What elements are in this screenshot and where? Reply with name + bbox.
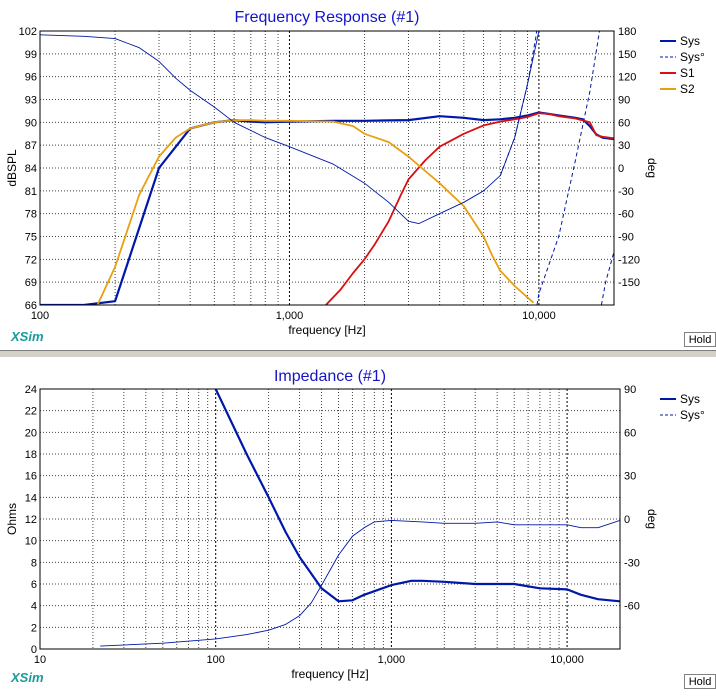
legend-label: Sys	[680, 34, 700, 48]
plot-area	[40, 31, 614, 305]
y-tick-label: 20	[25, 427, 37, 439]
y2-tick-label: 60	[624, 427, 636, 439]
panel-splitter[interactable]	[0, 350, 716, 358]
y-tick-label: 16	[25, 471, 37, 483]
y-tick-label: 96	[25, 72, 37, 84]
impedance-panel: 0 2 4 6 8 10 12 14 16 18 20 22 24 -60 -30 0 30 60 90 10 100 1…	[0, 358, 716, 696]
y-tick-label: 12	[25, 514, 37, 526]
x-tick-label: 10,000	[550, 654, 584, 666]
legend-label: Sys°	[680, 408, 705, 422]
series-line-phase-4	[40, 31, 540, 225]
y-tick-label: 84	[25, 163, 37, 175]
y2-axis-label: deg	[645, 158, 659, 178]
y-tick-label: 99	[25, 49, 37, 61]
y2-tick-label: -60	[618, 209, 634, 221]
y2-tick-label: 90	[624, 384, 636, 396]
series-line-s1-2	[325, 112, 614, 305]
xsim-logo: XSim	[11, 329, 44, 344]
y-axis-label: Ohms	[5, 503, 19, 535]
series-line-sys-0	[214, 389, 620, 603]
legend-label: Sys	[680, 392, 700, 406]
plot-frame	[39, 388, 621, 650]
plot-frame	[39, 30, 615, 306]
y-tick-label: 81	[25, 186, 37, 198]
series-line-s2-3	[96, 119, 535, 305]
y-tick-label: 6	[31, 579, 37, 591]
xsim-logo: XSim	[11, 670, 44, 685]
y-tick-label: 2	[31, 622, 37, 634]
y2-tick-label: -60	[624, 601, 640, 613]
y2-tick-label: -120	[618, 254, 640, 266]
y2-tick-label: -90	[618, 232, 634, 244]
x-tick-label: 100	[31, 310, 49, 322]
frequency-response-panel: 66 69 72 75 78 81 84 87 90 93 96 99 102 -150 -120 -90 -6…	[5, 9, 716, 347]
y-tick-label: 4	[31, 601, 37, 613]
y-tick-label: 14	[25, 492, 37, 504]
y-tick-label: 90	[25, 117, 37, 129]
y-tick-label: 10	[25, 536, 37, 548]
x-tick-label: 100	[207, 654, 225, 666]
y-tick-label: 72	[25, 254, 37, 266]
x-axis-label: frequency [Hz]	[288, 323, 365, 337]
y2-tick-label: 180	[618, 26, 636, 38]
y2-axis-label: deg	[645, 509, 659, 529]
y-tick-label: 102	[19, 26, 37, 38]
series-line-phase-2	[100, 519, 620, 647]
frequency-response-chart: 66 69 72 75 78 81 84 87 90 93 96 99 102 -150 -120 -90 -6…	[5, 9, 705, 337]
y2-tick-label: 120	[618, 72, 636, 84]
legend-label: Sys°	[680, 50, 705, 64]
y-axis-label: dBSPL	[5, 149, 19, 187]
y-tick-label: 93	[25, 95, 37, 107]
y-tick-label: 18	[25, 449, 37, 461]
x-tick-label: 10,000	[522, 310, 556, 322]
y-tick-label: 24	[25, 384, 37, 396]
hold-button[interactable]: Hold	[684, 674, 716, 689]
chart-title: Impedance (#1)	[274, 368, 386, 385]
x-tick-label: 1,000	[276, 310, 304, 322]
series-line-sys-phase-1	[499, 31, 614, 305]
y2-tick-label: 60	[618, 117, 630, 129]
y2-tick-label: -30	[618, 186, 634, 198]
x-axis-label: frequency [Hz]	[291, 667, 368, 681]
y2-tick-label: 150	[618, 49, 636, 61]
y2-tick-label: 0	[618, 163, 624, 175]
y2-tick-label: 30	[618, 140, 630, 152]
y-tick-label: 22	[25, 406, 37, 418]
x-tick-label: 1,000	[378, 654, 406, 666]
legend-label: S1	[680, 66, 695, 80]
x-tick-label: 10	[34, 654, 46, 666]
y2-tick-label: -30	[624, 557, 640, 569]
legend-label: S2	[680, 82, 695, 96]
y-tick-label: 0	[31, 644, 37, 656]
y-tick-label: 8	[31, 557, 37, 569]
y2-tick-label: 30	[624, 471, 636, 483]
hold-button[interactable]: Hold	[684, 332, 716, 347]
y-tick-label: 75	[25, 232, 37, 244]
y2-tick-label: 0	[624, 514, 630, 526]
y-tick-label: 66	[25, 300, 37, 312]
y-tick-label: 87	[25, 140, 37, 152]
chart-title: Frequency Response (#1)	[235, 9, 420, 26]
y-tick-label: 69	[25, 277, 37, 289]
y2-tick-label: -150	[618, 277, 640, 289]
y-tick-label: 78	[25, 209, 37, 221]
y2-tick-label: 90	[618, 95, 630, 107]
